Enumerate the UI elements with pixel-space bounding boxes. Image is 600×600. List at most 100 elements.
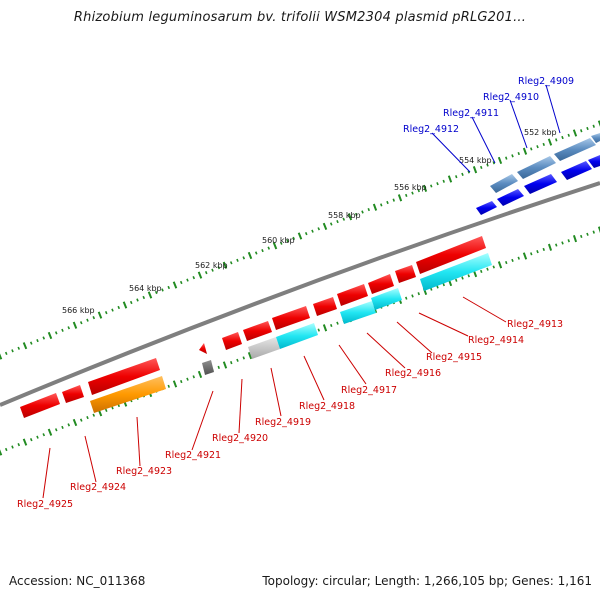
forward-gene-4[interactable]: [561, 161, 592, 180]
inner-minor-tick: [467, 274, 470, 278]
inner-minor-tick: [561, 241, 564, 245]
gene-label-rleg2-4918[interactable]: Rleg2_4918: [299, 401, 355, 412]
gene-label-rleg2-4911[interactable]: Rleg2_4911: [443, 108, 499, 119]
reverse-cyan-gene-4[interactable]: [420, 253, 492, 291]
leader-rleg2-4921: [191, 390, 214, 451]
outer-major-tick: [347, 213, 353, 221]
outer-minor-tick: [136, 298, 139, 302]
ruler-label-566: 566 kbp: [62, 306, 95, 315]
inner-minor-tick: [330, 323, 333, 328]
inner-major-tick: [497, 261, 503, 269]
gene-rleg2-4912-feature[interactable]: [490, 174, 518, 193]
leader-rleg2-4909: [545, 84, 561, 134]
inner-minor-tick: [486, 267, 489, 271]
gene-label-rleg2-4912[interactable]: Rleg2_4912: [403, 124, 459, 135]
outer-major-tick: [472, 166, 478, 174]
outer-minor-tick: [79, 321, 83, 325]
forward-gene-1[interactable]: [476, 201, 497, 215]
gene-label-rleg2-4923[interactable]: Rleg2_4923: [116, 466, 172, 477]
outer-minor-tick: [254, 251, 258, 255]
gene-label-rleg2-4921[interactable]: Rleg2_4921: [165, 450, 221, 461]
gene-rleg2-4911-feature[interactable]: [517, 156, 556, 179]
inner-major-tick: [222, 361, 228, 369]
leader-rleg2-4912: [431, 132, 471, 173]
inner-minor-tick: [505, 261, 508, 265]
outer-minor-tick: [586, 126, 589, 131]
outer-minor-tick: [142, 295, 146, 300]
forward-gene-3[interactable]: [524, 174, 557, 194]
reverse-cyan-gene-2[interactable]: [340, 301, 376, 324]
gene-rleg2-4921b-feature[interactable]: [202, 360, 214, 375]
gene-rleg2-4914-feature[interactable]: [395, 265, 416, 283]
outer-minor-tick: [242, 256, 246, 260]
outer-major-tick: [572, 129, 578, 137]
forward-gene-2[interactable]: [497, 189, 524, 206]
gene-rleg2-4910-feature[interactable]: [554, 138, 596, 161]
gene-rleg2-4923-feature[interactable]: [88, 358, 160, 395]
map-title: Rhizobium leguminosarum bv. trifolii WSM…: [73, 10, 527, 25]
outer-major-tick: [72, 321, 78, 329]
gene-label-rleg2-4916[interactable]: Rleg2_4916: [385, 368, 441, 379]
gene-rleg2-4913-feature[interactable]: [416, 236, 486, 274]
outer-minor-tick: [505, 156, 508, 160]
outer-minor-tick: [517, 151, 520, 156]
reverse-cyan-gene-3[interactable]: [371, 288, 402, 310]
gene-label-rleg2-4909[interactable]: Rleg2_4909: [518, 76, 574, 87]
accession-text: Accession: NC_011368: [9, 574, 146, 588]
outer-major-tick: [447, 175, 453, 183]
inner-minor-tick: [455, 278, 458, 282]
gene-label-rleg2-4914[interactable]: Rleg2_4914: [468, 335, 524, 346]
gene-label-rleg2-4913[interactable]: Rleg2_4913: [507, 319, 563, 330]
reverse-gray-gene[interactable]: [248, 337, 280, 359]
leader-rleg2-4913: [462, 296, 507, 323]
reverse-cyan-gene-1[interactable]: [276, 323, 318, 349]
outer-minor-tick: [54, 331, 58, 335]
outer-minor-tick: [161, 288, 164, 292]
gene-label-rleg2-4915[interactable]: Rleg2_4915: [426, 352, 482, 363]
gene-label-rleg2-4917[interactable]: Rleg2_4917: [341, 385, 397, 396]
inner-minor-tick: [492, 265, 495, 269]
gene-rleg2-4909-feature[interactable]: [591, 133, 600, 143]
outer-minor-tick: [192, 275, 196, 280]
gene-rleg2-4916-feature[interactable]: [337, 284, 368, 306]
gene-rleg2-4919-feature[interactable]: [243, 321, 272, 341]
gene-rleg2-4923b-feature[interactable]: [90, 376, 166, 413]
outer-minor-tick: [111, 308, 114, 312]
outer-minor-tick: [380, 203, 383, 207]
gene-label-rleg2-4919[interactable]: Rleg2_4919: [255, 417, 311, 428]
outer-major-tick: [47, 331, 53, 340]
gene-rleg2-4925-feature[interactable]: [20, 393, 60, 418]
outer-minor-tick: [467, 170, 470, 174]
outer-major-tick: [122, 301, 128, 309]
outer-minor-tick: [104, 310, 108, 315]
outer-minor-tick: [461, 172, 464, 176]
gene-label-rleg2-4910[interactable]: Rleg2_4910: [483, 92, 539, 103]
inner-minor-tick: [180, 380, 183, 384]
ruler-label-564: 564 kbp: [129, 284, 162, 293]
inner-minor-tick: [236, 358, 239, 362]
inner-minor-tick: [104, 408, 108, 413]
topology-summary-text: Topology: circular; Length: 1,266,105 bp…: [262, 574, 592, 588]
outer-major-tick: [272, 242, 278, 250]
gene-rleg2-4921-feature[interactable]: [199, 343, 207, 354]
gene-rleg2-4924-feature[interactable]: [62, 385, 84, 403]
gene-rleg2-4917-feature[interactable]: [313, 297, 337, 316]
forward-gene-5[interactable]: [588, 155, 600, 168]
inner-minor-tick: [61, 425, 64, 429]
gene-label-rleg2-4924[interactable]: Rleg2_4924: [70, 482, 126, 493]
outer-minor-tick: [4, 351, 8, 356]
gene-rleg2-4915-feature[interactable]: [368, 274, 394, 294]
ruler-label-556: 556 kbp: [394, 183, 427, 192]
gene-rleg2-4920-feature[interactable]: [222, 332, 242, 350]
outer-minor-tick: [279, 241, 283, 245]
gene-rleg2-4918-feature[interactable]: [272, 306, 310, 330]
inner-major-tick: [522, 252, 528, 260]
inner-minor-tick: [530, 252, 533, 256]
leader-rleg2-4924: [84, 435, 97, 483]
gene-label-rleg2-4920[interactable]: Rleg2_4920: [212, 433, 268, 444]
gene-label-rleg2-4925[interactable]: Rleg2_4925: [17, 499, 73, 510]
leader-rleg2-4925: [42, 447, 51, 499]
inner-minor-tick: [67, 423, 71, 427]
outer-minor-tick: [217, 266, 221, 270]
outer-minor-tick: [179, 280, 183, 285]
